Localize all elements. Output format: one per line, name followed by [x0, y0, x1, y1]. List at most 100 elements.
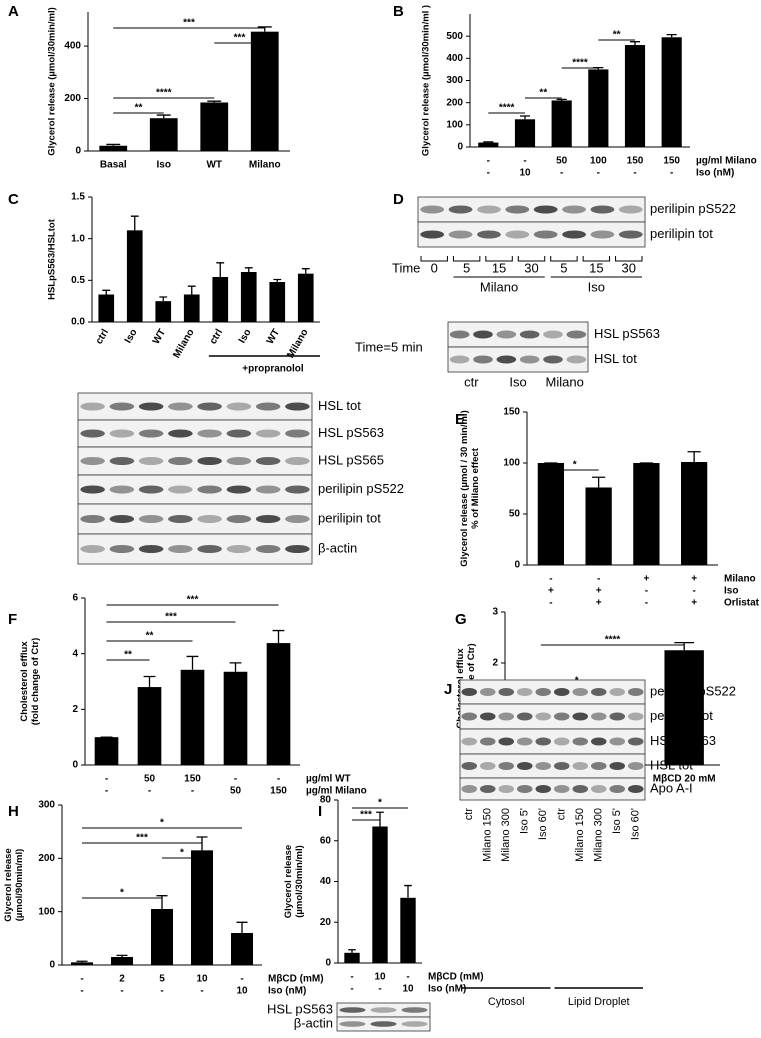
blot-band — [255, 515, 281, 523]
y-tick-label: 300 — [446, 75, 463, 86]
blot-row-label: perilipin pS522 — [650, 683, 736, 698]
time-value: 30 — [622, 260, 636, 275]
time-bracket — [615, 256, 643, 262]
bar — [94, 737, 119, 765]
y-tick-label: 2 — [72, 704, 78, 715]
significance-label: **** — [605, 635, 621, 646]
condition-value: 10 — [236, 986, 248, 997]
blot-band — [197, 515, 222, 523]
blot-band — [543, 355, 563, 364]
blot-band — [609, 688, 626, 696]
blot-row-label: perilipin tot — [650, 226, 713, 241]
blot-band — [516, 762, 533, 770]
blot-band — [285, 429, 310, 438]
blot-band — [516, 688, 533, 696]
condition-value: - — [80, 986, 83, 997]
blot-band — [590, 785, 607, 793]
bar — [478, 142, 499, 147]
blot-row — [77, 419, 313, 448]
blot-band — [473, 355, 493, 364]
blot-band — [479, 688, 496, 696]
blot-band — [168, 515, 193, 523]
blot-row-label: HSL pS563 — [318, 425, 384, 440]
y-tick-label: 80 — [320, 795, 332, 806]
blot-band — [505, 230, 530, 239]
blot-band — [168, 457, 193, 465]
y-tick-label: 100 — [503, 458, 520, 469]
bar — [585, 487, 612, 565]
blot-band — [138, 457, 164, 465]
significance-label: * — [120, 888, 124, 899]
lane-label: Milano 300 — [500, 808, 512, 862]
bar — [180, 669, 205, 765]
error-bar — [229, 662, 242, 672]
error-bar — [244, 267, 253, 272]
blot-band — [109, 457, 135, 465]
blot-band — [109, 515, 135, 523]
condition-value: - — [240, 974, 243, 985]
bar — [297, 273, 314, 322]
condition-value: - — [692, 586, 695, 597]
blot-band — [448, 205, 473, 214]
y-tick-label: 4 — [72, 648, 78, 659]
y-tick-label: 500 — [446, 31, 463, 42]
panel-letter: B — [393, 3, 404, 20]
y-tick-label: 0 — [457, 142, 463, 153]
error-bar — [76, 960, 88, 963]
blot-band — [496, 330, 517, 339]
y-tick-label: 1.5 — [71, 192, 85, 203]
blot-band — [535, 785, 552, 793]
blot-band — [477, 205, 501, 214]
blot-band — [226, 429, 252, 438]
blot-band — [572, 737, 589, 746]
y-axis-label: Glycerol release (µmol/30min/ml) — [47, 7, 58, 156]
condition-label: Orlistat — [724, 598, 760, 609]
lane-label: Iso 60' — [537, 808, 549, 840]
condition-value: 150 — [627, 156, 644, 167]
blot-band — [80, 545, 105, 553]
blot-band — [627, 688, 644, 696]
blot-band — [461, 688, 478, 696]
y-tick-label: 0.5 — [71, 275, 85, 286]
condition-value: - — [378, 984, 381, 995]
blot-row-label: Apo A-I — [650, 780, 693, 795]
bar — [240, 272, 257, 322]
bar — [151, 909, 173, 965]
group-label: Iso — [588, 279, 605, 294]
condition-value: + — [691, 574, 697, 585]
time-value: 15 — [589, 260, 603, 275]
bar — [200, 102, 229, 151]
y-tick-label: 3 — [492, 607, 498, 618]
y-tick-label: 400 — [446, 53, 463, 64]
blot-band — [498, 762, 515, 770]
y-tick-label: 20 — [320, 917, 332, 928]
blot-band — [138, 402, 164, 411]
y-tick-label: 300 — [38, 800, 55, 811]
blot-band — [590, 230, 615, 239]
y-tick-label: 50 — [509, 509, 521, 520]
condition-label: MβCD (mM) — [428, 972, 484, 983]
lane-label: Iso 5' — [611, 808, 623, 834]
condition-label: µg/ml Milano — [696, 156, 757, 167]
condition-value: - — [191, 786, 194, 797]
time-bracket — [485, 256, 513, 262]
blot-band — [590, 688, 607, 696]
significance-label: *** — [234, 33, 246, 44]
condition-value: + — [548, 586, 554, 597]
y-axis-label: Glycerol release — [3, 848, 14, 921]
blot-band — [370, 1021, 397, 1027]
x-tick-label: Iso — [237, 327, 254, 345]
condition-value: - — [160, 986, 163, 997]
blot-band — [80, 457, 105, 465]
condition-value: - — [234, 774, 237, 785]
error-bar — [102, 289, 111, 295]
condition-value: - — [487, 156, 490, 167]
error-bar — [186, 655, 199, 670]
blot-row-label: HSL tot — [594, 351, 637, 366]
blot-row-label: HSL tot — [650, 757, 693, 772]
x-tick-label: MβCD 20 mM — [653, 774, 716, 785]
significance-label: ** — [539, 88, 547, 99]
blot-row-label: perilipin tot — [318, 510, 381, 525]
condition-value: - — [549, 598, 552, 609]
lane-label: ctr — [464, 374, 479, 389]
